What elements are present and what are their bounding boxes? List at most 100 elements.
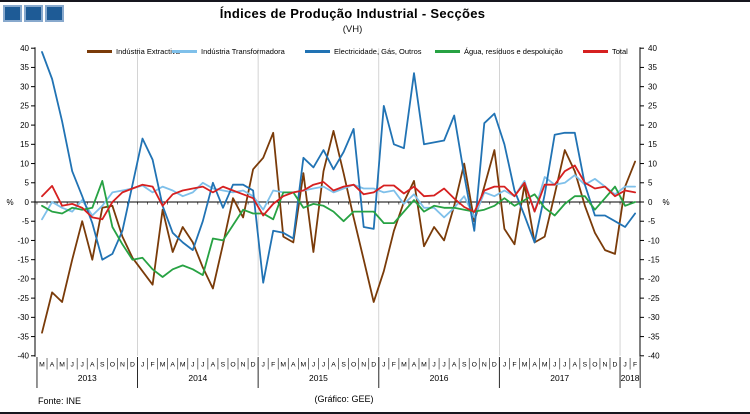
month-label: D [613, 362, 618, 369]
page-title: Índices de Produção Industrial - Secções [219, 6, 486, 21]
y-tick-label: -5 [648, 217, 656, 226]
month-label: S [462, 362, 467, 369]
month-label: M [39, 362, 45, 369]
legend-item-industria-transformadora: Indústria Transformadora [172, 46, 285, 56]
logo-squares [3, 5, 64, 22]
month-label: A [573, 362, 578, 369]
y-tick-label: -40 [648, 352, 660, 361]
y-axis-unit: % [6, 198, 13, 207]
month-label: M [160, 362, 166, 369]
month-label: J [503, 362, 506, 369]
month-label: F [512, 362, 516, 369]
month-label: F [392, 362, 396, 369]
legend-swatch-total [583, 49, 608, 53]
legend-swatch-industria-extractiva [87, 49, 112, 53]
y-tick-label: 40 [20, 44, 29, 53]
series-line-total [41, 164, 636, 221]
y-tick-label: 10 [20, 159, 29, 168]
y-tick-label: -35 [17, 332, 29, 341]
legend-swatch-industria-transformadora [172, 49, 197, 53]
month-label: J [312, 362, 315, 369]
month-label: D [130, 362, 135, 369]
legend-label: Água, resíduos e despoluição [464, 46, 563, 56]
y-tick-label: 30 [648, 82, 657, 91]
month-label: M [542, 362, 548, 369]
month-label: M [59, 362, 65, 369]
month-label: O [472, 362, 477, 369]
month-label: A [211, 362, 216, 369]
y-tick-label: 25 [648, 102, 657, 111]
month-label: J [563, 362, 566, 369]
month-label: F [151, 362, 155, 369]
y-tick-label: -5 [22, 217, 30, 226]
month-label: N [603, 362, 608, 369]
month-label: M [421, 362, 427, 369]
month-label: S [341, 362, 346, 369]
y-tick-label: 0 [648, 198, 653, 207]
plot-area: -40 -35 -30 -25 -20 -15 -10 -5 0 5 10 15 20 25 30 35 40%… [6, 44, 670, 388]
month-label: J [191, 362, 194, 369]
month-label: F [633, 362, 637, 369]
year-label: 2014 [188, 373, 207, 383]
year-label: 2016 [430, 373, 449, 383]
logo-square-2 [24, 5, 43, 22]
y-tick-label: 10 [648, 159, 657, 168]
month-label: A [452, 362, 457, 369]
month-label: D [371, 362, 376, 369]
series-line-electricidade-gas-outros [41, 51, 636, 284]
month-label: A [412, 362, 417, 369]
y-tick-label: 35 [648, 63, 657, 72]
y-tick-label: 40 [648, 44, 657, 53]
y-tick-label: -40 [17, 352, 29, 361]
y-tick-label: 20 [20, 121, 29, 130]
legend-item-agua-residuos: Água, resíduos e despoluição [435, 46, 563, 56]
month-label: O [110, 362, 115, 369]
month-label: M [280, 362, 286, 369]
month-label: M [522, 362, 528, 369]
series-line-industria-extractiva [41, 129, 636, 334]
month-label: M [301, 362, 307, 369]
title-block: Índices de Produção Industrial - Secções… [30, 6, 675, 35]
y-tick-label: -15 [17, 255, 29, 264]
month-label: S [583, 362, 588, 369]
y-tick-label: -35 [648, 332, 660, 341]
source-note: Fonte: INE [38, 396, 82, 406]
y-tick-label: -10 [648, 236, 660, 245]
month-label: J [81, 362, 84, 369]
month-label: J [322, 362, 325, 369]
month-label: O [351, 362, 356, 369]
month-label: N [120, 362, 125, 369]
month-label: O [230, 362, 235, 369]
y-tick-label: 0 [25, 198, 30, 207]
year-label: 2017 [550, 373, 569, 383]
month-label: J [382, 362, 385, 369]
y-tick-label: 20 [648, 121, 657, 130]
month-label: M [401, 362, 407, 369]
month-label: A [50, 362, 55, 369]
legend-label: Electricidade, Gás, Outros [334, 46, 422, 56]
month-label: D [251, 362, 256, 369]
page-subtitle: (VH) [342, 24, 363, 35]
month-label: J [261, 362, 264, 369]
month-label: J [432, 362, 435, 369]
month-label: A [170, 362, 175, 369]
month-label: J [442, 362, 445, 369]
y-tick-label: -25 [17, 294, 29, 303]
month-label: J [201, 362, 204, 369]
y-tick-label: 25 [20, 102, 29, 111]
month-label: A [532, 362, 537, 369]
month-label: F [271, 362, 275, 369]
month-label: S [100, 362, 105, 369]
y-tick-label: 15 [20, 140, 29, 149]
legend-swatch-electricidade-gas-outros [305, 49, 330, 53]
logo-square-3 [45, 5, 64, 22]
month-label: M [180, 362, 186, 369]
legend-item-industria-extractiva: Indústria Extractiva [87, 46, 180, 56]
legend-swatch-agua-residuos [435, 49, 460, 53]
month-label: A [90, 362, 95, 369]
y-tick-label: 15 [648, 140, 657, 149]
y-tick-label: -15 [648, 255, 660, 264]
y-tick-label: 35 [20, 63, 29, 72]
